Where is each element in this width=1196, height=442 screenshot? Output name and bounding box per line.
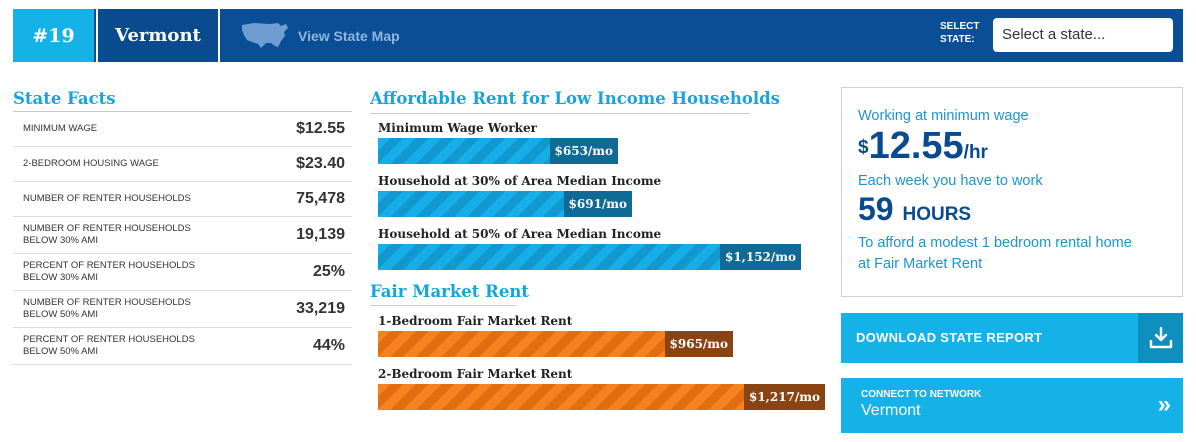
double-chevron-right-icon: » [1157, 391, 1171, 418]
bar-label: Household at 50% of Area Median Income [378, 227, 662, 241]
state-fact-value: 75,478 [296, 190, 345, 207]
download-state-report-button[interactable]: DOWNLOAD STATE REPORT [841, 313, 1183, 363]
state-fact-value: 33,219 [296, 300, 345, 317]
state-fact-row: NUMBER OF RENTER HOUSEHOLDS 75,478 [13, 182, 352, 217]
state-fact-value: $12.55 [296, 120, 345, 137]
state-fact-value: 19,139 [296, 226, 345, 243]
state-fact-row: PERCENT OF RENTER HOUSEHOLDS BELOW 30% A… [13, 254, 352, 291]
summary-line-4: at Fair Market Rent [858, 256, 983, 272]
state-fact-row: NUMBER OF RENTER HOUSEHOLDS BELOW 50% AM… [13, 291, 352, 328]
rent-bar: $965/mo [378, 331, 733, 357]
hours-unit: HOURS [902, 204, 972, 225]
state-fact-label: NUMBER OF RENTER HOUSEHOLDS BELOW 50% AM… [23, 297, 191, 320]
wage-currency: $ [858, 137, 869, 158]
state-select[interactable]: Select a state... [993, 18, 1173, 52]
state-rank: #19 [13, 9, 94, 62]
summary-line-2: Each week you have to work [858, 173, 1043, 189]
bar-label: Household at 30% of Area Median Income [378, 174, 662, 188]
state-facts-underline [13, 111, 352, 112]
rent-bar-value: $965/mo [664, 331, 733, 357]
state-fact-row: 2-BEDROOM HOUSING WAGE $23.40 [13, 147, 352, 182]
wage-unit: /hr [963, 142, 988, 163]
rent-bar-value: $1,217/mo [743, 384, 825, 410]
fair-market-rent-underline [370, 305, 516, 306]
view-state-map-label: View State Map [298, 28, 400, 44]
state-fact-value: $23.40 [296, 155, 345, 172]
state-fact-row: MINIMUM WAGE $12.55 [13, 112, 352, 147]
state-name: Vermont [96, 9, 220, 62]
connect-to-network-button[interactable]: CONNECT TO NETWORK Vermont » [841, 378, 1183, 433]
bar-label: 1-Bedroom Fair Market Rent [378, 314, 573, 328]
hourly-wage: $12.55/hr [858, 126, 1166, 173]
affordable-rent-title: Affordable Rent for Low Income Household… [370, 89, 780, 108]
rent-bar: $1,152/mo [378, 244, 801, 270]
bar-label: 2-Bedroom Fair Market Rent [378, 367, 573, 381]
rent-bar-value: $653/mo [549, 138, 618, 164]
rent-bar: $1,217/mo [378, 384, 825, 410]
state-fact-value: 25% [312, 263, 345, 280]
select-label-line-2: STATE: [940, 34, 975, 45]
affordable-rent-underline [370, 113, 750, 114]
summary-line-1: Working at minimum wage [858, 108, 1029, 124]
rent-bar: $691/mo [378, 191, 632, 217]
hours-value: 59 [858, 191, 894, 227]
wage-value: 12.55 [868, 125, 964, 167]
bar-label: Minimum Wage Worker [378, 121, 537, 135]
view-state-map-link[interactable]: View State Map [240, 17, 400, 55]
fair-market-rent-title: Fair Market Rent [370, 282, 529, 301]
state-fact-label: PERCENT OF RENTER HOUSEHOLDS BELOW 30% A… [23, 260, 195, 283]
select-state-label: SELECT STATE: [940, 20, 979, 46]
state-fact-label: NUMBER OF RENTER HOUSEHOLDS BELOW 30% AM… [23, 223, 191, 246]
us-map-icon [242, 23, 288, 48]
rent-bar-value: $1,152/mo [719, 244, 801, 270]
state-fact-label: 2-BEDROOM HOUSING WAGE [23, 158, 159, 169]
state-fact-label: MINIMUM WAGE [23, 123, 98, 134]
state-fact-label: PERCENT OF RENTER HOUSEHOLDS BELOW 50% A… [23, 334, 195, 357]
rent-bar-value: $691/mo [563, 191, 632, 217]
download-button-label: DOWNLOAD STATE REPORT [856, 330, 1043, 345]
network-button-caption: CONNECT TO NETWORK [861, 389, 982, 400]
rent-bar: $653/mo [378, 138, 618, 164]
state-facts-title: State Facts [13, 89, 116, 108]
wage-summary-box: Working at minimum wage $12.55/hr Each w… [841, 87, 1183, 297]
state-fact-row: PERCENT OF RENTER HOUSEHOLDS BELOW 50% A… [13, 328, 352, 365]
network-button-state: Vermont [861, 402, 921, 419]
state-fact-value: 44% [312, 337, 345, 354]
select-label-line-1: SELECT [940, 21, 980, 32]
state-fact-label: NUMBER OF RENTER HOUSEHOLDS [23, 193, 191, 204]
state-fact-row: NUMBER OF RENTER HOUSEHOLDS BELOW 30% AM… [13, 217, 352, 254]
header-bar: #19 Vermont View State Map SELECT STATE:… [13, 9, 1183, 62]
weekly-hours: 59 HOURS [858, 191, 1166, 233]
download-icon [1138, 313, 1183, 363]
state-facts-table: MINIMUM WAGE $12.55 2-BEDROOM HOUSING WAGE… [13, 112, 352, 365]
summary-line-3: To afford a modest 1 bedroom rental home [858, 235, 1132, 251]
